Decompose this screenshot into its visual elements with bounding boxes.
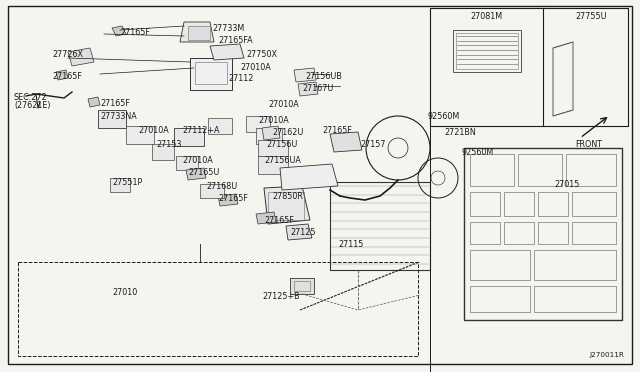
Text: FRONT: FRONT bbox=[575, 140, 602, 149]
Text: 27010A: 27010A bbox=[138, 126, 169, 135]
Bar bbox=[126, 126, 154, 144]
Text: 27156UA: 27156UA bbox=[264, 156, 301, 165]
Text: 27010A: 27010A bbox=[258, 116, 289, 125]
Bar bbox=[190, 58, 232, 90]
Polygon shape bbox=[112, 26, 126, 36]
Bar bbox=[538, 222, 568, 244]
Bar bbox=[110, 178, 130, 192]
Text: 27850R: 27850R bbox=[272, 192, 303, 201]
Text: 27010A: 27010A bbox=[268, 100, 299, 109]
Bar bbox=[470, 250, 530, 280]
Polygon shape bbox=[180, 22, 214, 42]
Text: 27010A: 27010A bbox=[182, 156, 212, 165]
Polygon shape bbox=[286, 224, 312, 240]
Text: 27167U: 27167U bbox=[302, 84, 333, 93]
Text: 27551P: 27551P bbox=[112, 178, 142, 187]
Bar bbox=[470, 286, 530, 312]
Text: 27112+A: 27112+A bbox=[182, 126, 220, 135]
Text: 27165FA: 27165FA bbox=[218, 36, 253, 45]
Polygon shape bbox=[210, 44, 244, 60]
Bar bbox=[572, 222, 616, 244]
Text: 92560M: 92560M bbox=[428, 112, 460, 121]
Text: 2721BN: 2721BN bbox=[444, 128, 476, 137]
Bar bbox=[534, 286, 616, 312]
Bar bbox=[464, 148, 622, 320]
Text: SEC.272: SEC.272 bbox=[14, 93, 47, 102]
Text: 27168U: 27168U bbox=[206, 182, 237, 191]
Bar bbox=[188, 26, 210, 40]
Text: 27125+B: 27125+B bbox=[262, 292, 300, 301]
Bar bbox=[174, 128, 204, 146]
Bar bbox=[18, 262, 418, 356]
Bar bbox=[470, 222, 500, 244]
Text: 27165F: 27165F bbox=[120, 28, 150, 37]
Text: 92560M: 92560M bbox=[462, 148, 494, 157]
Bar bbox=[258, 156, 288, 174]
Bar bbox=[256, 128, 282, 144]
Text: 27733M: 27733M bbox=[212, 24, 244, 33]
Text: 27726X: 27726X bbox=[52, 50, 83, 59]
Bar bbox=[453, 30, 521, 72]
Text: 27750X: 27750X bbox=[246, 50, 277, 59]
Text: 27165F: 27165F bbox=[218, 194, 248, 203]
Text: 27165F: 27165F bbox=[322, 126, 352, 135]
Bar bbox=[200, 184, 224, 198]
Bar bbox=[330, 182, 430, 270]
Bar bbox=[208, 118, 232, 134]
Bar bbox=[152, 144, 174, 160]
Bar bbox=[538, 192, 568, 216]
Polygon shape bbox=[298, 82, 318, 96]
Polygon shape bbox=[88, 97, 100, 107]
Bar bbox=[430, 8, 628, 126]
Bar bbox=[566, 154, 616, 186]
Bar bbox=[290, 278, 314, 294]
Bar bbox=[98, 110, 126, 128]
Bar bbox=[258, 140, 288, 156]
Text: 27125: 27125 bbox=[290, 228, 316, 237]
Bar bbox=[572, 192, 616, 216]
Text: (27621E): (27621E) bbox=[14, 101, 51, 110]
Text: 27165U: 27165U bbox=[188, 168, 220, 177]
Polygon shape bbox=[294, 68, 316, 82]
Bar bbox=[504, 192, 534, 216]
Polygon shape bbox=[264, 186, 310, 224]
Polygon shape bbox=[280, 164, 338, 190]
Text: 27165F: 27165F bbox=[264, 216, 294, 225]
Bar bbox=[195, 62, 227, 84]
Polygon shape bbox=[256, 212, 276, 224]
Text: 27115: 27115 bbox=[338, 240, 364, 249]
Bar bbox=[504, 222, 534, 244]
Text: 27755U: 27755U bbox=[575, 12, 607, 21]
Bar bbox=[534, 250, 616, 280]
Text: 27156U: 27156U bbox=[266, 140, 298, 149]
Bar bbox=[268, 192, 304, 220]
Bar bbox=[246, 116, 270, 132]
Polygon shape bbox=[68, 48, 94, 66]
Bar bbox=[518, 154, 562, 186]
Text: 27165F: 27165F bbox=[100, 99, 130, 108]
Text: 27162U: 27162U bbox=[272, 128, 303, 137]
Bar bbox=[456, 33, 518, 69]
Text: 27010: 27010 bbox=[112, 288, 137, 297]
Text: 27153: 27153 bbox=[156, 140, 181, 149]
Polygon shape bbox=[56, 70, 68, 80]
Text: 27010A: 27010A bbox=[240, 63, 271, 72]
Text: 27015: 27015 bbox=[554, 180, 579, 189]
Text: 27157: 27157 bbox=[360, 140, 385, 149]
Bar bbox=[176, 156, 198, 170]
Text: 27112: 27112 bbox=[228, 74, 253, 83]
Polygon shape bbox=[330, 132, 362, 152]
Text: 27081M: 27081M bbox=[470, 12, 502, 21]
Polygon shape bbox=[186, 168, 206, 180]
Polygon shape bbox=[262, 126, 280, 140]
Text: 27733NA: 27733NA bbox=[100, 112, 137, 121]
Text: J270011R: J270011R bbox=[589, 352, 624, 358]
Bar bbox=[470, 192, 500, 216]
Bar bbox=[470, 154, 514, 186]
Polygon shape bbox=[218, 194, 238, 206]
Text: 27156UB: 27156UB bbox=[305, 72, 342, 81]
Bar bbox=[294, 281, 310, 291]
Text: 27165F: 27165F bbox=[52, 72, 82, 81]
